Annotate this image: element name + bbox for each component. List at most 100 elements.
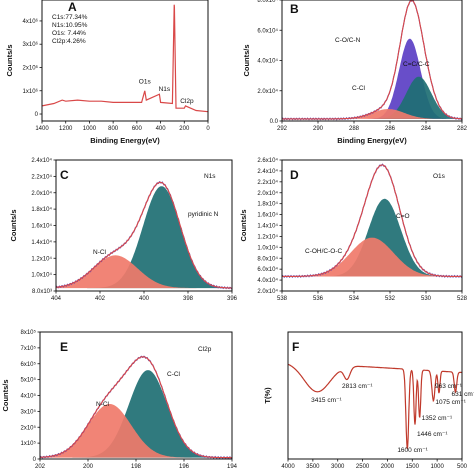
fit-envelope-line	[56, 181, 232, 289]
x-tick-label: 194	[227, 464, 238, 470]
component-peak-1	[56, 255, 232, 289]
y-tick-label: 4x10⁶	[23, 18, 39, 25]
x-tick-label: 196	[179, 464, 190, 470]
y-tick-label: 0	[35, 112, 39, 118]
composition-label: O1s: 7.44%	[52, 30, 86, 37]
y-tick-label: 2.4x10⁴	[257, 168, 278, 175]
peak-label: O1s	[139, 79, 152, 86]
ftir-spectrum-line	[287, 363, 462, 450]
y-tick-label: 1.0x10⁴	[31, 272, 52, 279]
survey-spectrum-line	[41, 4, 209, 113]
y-tick-label: 2x10⁶	[23, 64, 39, 71]
y-tick-label: 6.0x10⁴	[257, 266, 278, 273]
panel-F-frame	[287, 331, 463, 460]
x-tick-label: 500	[457, 464, 468, 470]
x-tick-label: 530	[421, 296, 432, 302]
panel-letter: C	[60, 168, 69, 182]
x-axis-label: Binding Energy(eV)	[337, 136, 407, 145]
panel-letter: A	[68, 0, 77, 14]
x-tick-label: 2000	[381, 464, 395, 470]
peak-label: Cl2p	[180, 98, 194, 105]
x-tick-label: 200	[83, 464, 94, 470]
x-tick-label: 200	[179, 126, 190, 132]
y-tick-label: 4.0x10⁴	[257, 277, 278, 284]
x-tick-label: 0	[206, 126, 210, 132]
x-tick-label: 400	[139, 296, 150, 302]
y-axis-label: Counts/s	[1, 379, 10, 411]
component-peak-1	[282, 237, 462, 277]
y-tick-label: 1x10⁵	[21, 440, 37, 447]
x-tick-label: 282	[457, 126, 468, 132]
panel-A-frame	[41, 0, 209, 122]
y-tick-label: 1.6x10⁴	[257, 212, 278, 219]
component-peak-0	[56, 186, 232, 289]
x-tick-label: 4000	[281, 464, 295, 470]
x-tick-label: 402	[95, 296, 106, 302]
y-tick-label: 6x10⁵	[21, 361, 37, 368]
component-label: C=C/C-C	[403, 61, 430, 68]
x-tick-label: 202	[35, 464, 46, 470]
y-tick-label: 3x10⁶	[23, 41, 39, 48]
y-tick-label: 0	[33, 457, 37, 463]
x-tick-label: 284	[421, 126, 432, 132]
fit-envelope-line	[282, 164, 462, 277]
y-tick-label: 1.8x10⁴	[257, 201, 278, 208]
y-tick-label: 2.4x10⁴	[31, 157, 52, 164]
y-tick-label: 1.2x10⁴	[257, 233, 278, 240]
y-tick-label: 1.0x10⁴	[257, 244, 278, 251]
y-tick-label: 2.0x10⁴	[257, 88, 278, 95]
y-axis-label: Counts/s	[239, 209, 248, 241]
x-tick-label: 1000	[430, 464, 444, 470]
peak-annotation: 3415 cm⁻¹	[311, 397, 342, 404]
x-tick-label: 1000	[83, 126, 97, 132]
x-tick-label: 1200	[59, 126, 73, 132]
peak-annotation: 1352 cm⁻¹	[422, 415, 453, 422]
x-tick-label: 528	[457, 296, 468, 302]
composition-label: C1s:77.34%	[52, 14, 88, 21]
y-tick-label: 2.2x10⁴	[257, 179, 278, 186]
x-tick-label: 286	[385, 126, 396, 132]
y-tick-label: 1.4x10⁴	[257, 223, 278, 230]
component-label: C-Cl	[167, 371, 181, 378]
peak-annotation: 1446 cm⁻¹	[417, 431, 448, 438]
panel-title: N1s	[204, 173, 216, 180]
y-axis-label: T(%)	[263, 387, 272, 404]
y-tick-label: 5x10⁵	[21, 377, 37, 384]
x-tick-label: 2500	[356, 464, 370, 470]
x-tick-label: 534	[349, 296, 360, 302]
x-tick-label: 288	[349, 126, 360, 132]
x-tick-label: 290	[313, 126, 324, 132]
y-tick-label: 2.0x10⁴	[31, 190, 52, 197]
panel-letter: B	[290, 2, 299, 16]
y-tick-label: 0.0	[270, 119, 279, 125]
x-axis-label: Binding Energy(eV)	[90, 136, 160, 145]
x-tick-label: 3000	[331, 464, 345, 470]
y-tick-label: 2.0x10⁴	[257, 190, 278, 197]
y-tick-label: 1.8x10⁴	[31, 206, 52, 213]
component-peak-1	[40, 404, 232, 458]
y-tick-label: 1.4x10⁴	[31, 239, 52, 246]
peak-annotation: 1075 cm⁻¹	[435, 399, 466, 406]
y-tick-label: 2.2x10⁴	[31, 173, 52, 180]
x-tick-label: 1400	[35, 126, 49, 132]
y-tick-label: 4.0x10⁴	[257, 58, 278, 65]
fit-envelope-line	[40, 356, 232, 459]
y-tick-label: 8.0x10³	[32, 289, 52, 295]
y-tick-label: 2.0x10⁴	[257, 288, 278, 295]
x-tick-label: 404	[51, 296, 62, 302]
y-tick-label: 1.2x10⁴	[31, 255, 52, 262]
component-label: C-Cl	[352, 85, 366, 92]
panel-title: Cl2p	[198, 346, 212, 353]
y-tick-label: 2.6x10⁴	[257, 157, 278, 164]
x-tick-label: 1500	[406, 464, 420, 470]
y-tick-label: 8.0x10⁴	[257, 255, 278, 262]
component-peak-1	[282, 76, 462, 119]
x-tick-label: 3500	[306, 464, 320, 470]
panel-letter: E	[60, 340, 68, 354]
composition-label: N1s:10.95%	[52, 22, 88, 29]
x-tick-label: 538	[277, 296, 288, 302]
y-tick-label: 8x10⁵	[21, 329, 37, 336]
y-axis-label: Counts/s	[242, 44, 251, 76]
x-tick-label: 198	[131, 464, 142, 470]
panel-title: O1s	[433, 173, 446, 180]
